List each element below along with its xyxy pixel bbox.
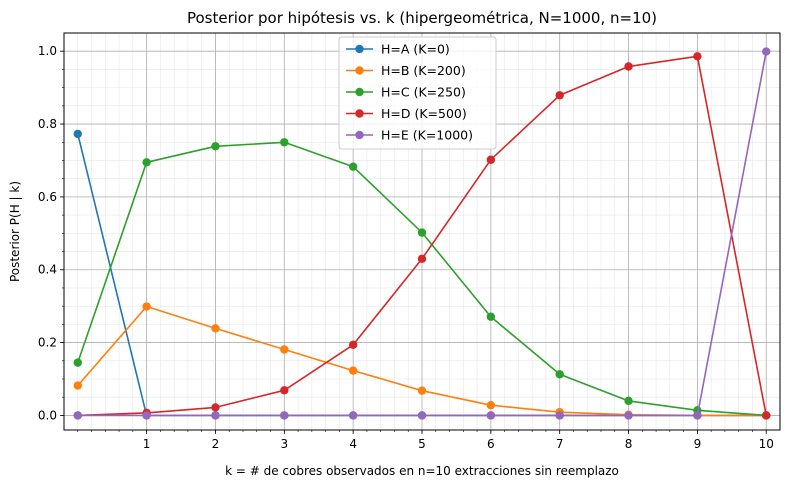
data-point — [73, 129, 82, 139]
data-point — [486, 155, 496, 164]
data-point — [486, 411, 496, 420]
legend-item-0: H=A (K=0) — [346, 42, 450, 57]
legend-item-4: H=E (K=1000) — [346, 128, 473, 143]
data-point — [555, 370, 564, 379]
data-point — [417, 228, 427, 237]
data-point — [211, 142, 220, 151]
data-point — [280, 386, 289, 395]
series-3 — [73, 52, 771, 420]
legend-marker — [355, 109, 364, 118]
legend-marker — [355, 66, 364, 75]
chart-title: Posterior por hipótesis vs. k (hipergeom… — [187, 9, 657, 27]
x-tick-label: 9 — [694, 437, 702, 451]
legend-item-1: H=B (K=200) — [346, 63, 466, 78]
series-4 — [73, 47, 771, 420]
x-tick-label: 4 — [349, 437, 357, 451]
x-tick-label: 6 — [487, 437, 495, 451]
legend: H=A (K=0) H=B (K=200) H=C (K=250) H=D (K=50… — [338, 36, 497, 150]
legend-item-3: H=D (K=500) — [346, 106, 467, 121]
data-point — [486, 401, 496, 410]
data-point — [762, 47, 771, 56]
y-tick-label: 0.0 — [38, 408, 57, 422]
data-point — [348, 411, 358, 420]
data-point — [348, 366, 358, 375]
legend-label: H=C (K=250) — [381, 85, 466, 100]
data-point — [73, 411, 82, 420]
x-tick-label: 5 — [418, 437, 426, 451]
x-tick-label: 3 — [280, 437, 288, 451]
y-axis-label: Posterior P(H | k) — [8, 181, 22, 282]
data-point — [211, 411, 220, 420]
legend-label: H=B (K=200) — [381, 63, 466, 78]
x-tick-label: 1 — [143, 437, 151, 451]
series-layer — [73, 47, 771, 420]
data-point — [417, 386, 427, 395]
data-point — [73, 381, 82, 390]
data-point — [348, 340, 358, 349]
legend-item-2: H=C (K=250) — [346, 85, 466, 100]
x-axis-label: k = # de cobres observados en n=10 extra… — [225, 464, 619, 478]
legend-label: H=E (K=1000) — [381, 128, 473, 143]
data-point — [280, 138, 289, 147]
data-point — [624, 411, 633, 420]
legend-label: H=A (K=0) — [381, 42, 450, 57]
data-point — [555, 91, 564, 100]
data-point — [211, 324, 220, 333]
data-point — [142, 411, 151, 420]
tick-layer: 1 2 3 4 5 6 7 8 9 10 0.0 0.2 0.4 0.6 0.8 1.0 — [38, 44, 774, 451]
y-tick-label: 1.0 — [38, 44, 57, 58]
data-point — [280, 411, 289, 420]
data-point — [73, 358, 82, 367]
data-point — [486, 312, 496, 321]
legend-marker — [355, 44, 364, 54]
legend-box — [338, 36, 497, 150]
legend-label: H=D (K=500) — [381, 106, 467, 121]
data-point — [693, 52, 702, 61]
y-tick-label: 0.2 — [38, 336, 57, 350]
data-point — [280, 345, 289, 354]
data-point — [693, 411, 702, 420]
data-point — [624, 62, 633, 71]
legend-items: H=A (K=0) H=B (K=200) H=C (K=250) H=D (K=50… — [346, 42, 473, 143]
legend-marker — [355, 130, 364, 140]
x-tick-label: 10 — [759, 437, 774, 451]
x-tick-label: 8 — [625, 437, 633, 451]
x-tick-label: 7 — [556, 437, 564, 451]
data-point — [762, 411, 771, 420]
data-point — [417, 411, 427, 420]
x-tick-label: 2 — [212, 437, 220, 451]
y-tick-label: 0.8 — [38, 117, 57, 131]
data-point — [142, 158, 151, 167]
y-tick-label: 0.6 — [38, 190, 57, 204]
data-point — [211, 403, 220, 412]
legend-marker — [355, 87, 364, 97]
data-point — [417, 254, 427, 264]
data-point — [624, 396, 633, 406]
y-tick-label: 0.4 — [38, 263, 57, 277]
data-point — [555, 411, 564, 420]
data-point — [142, 302, 151, 311]
data-point — [348, 162, 358, 171]
